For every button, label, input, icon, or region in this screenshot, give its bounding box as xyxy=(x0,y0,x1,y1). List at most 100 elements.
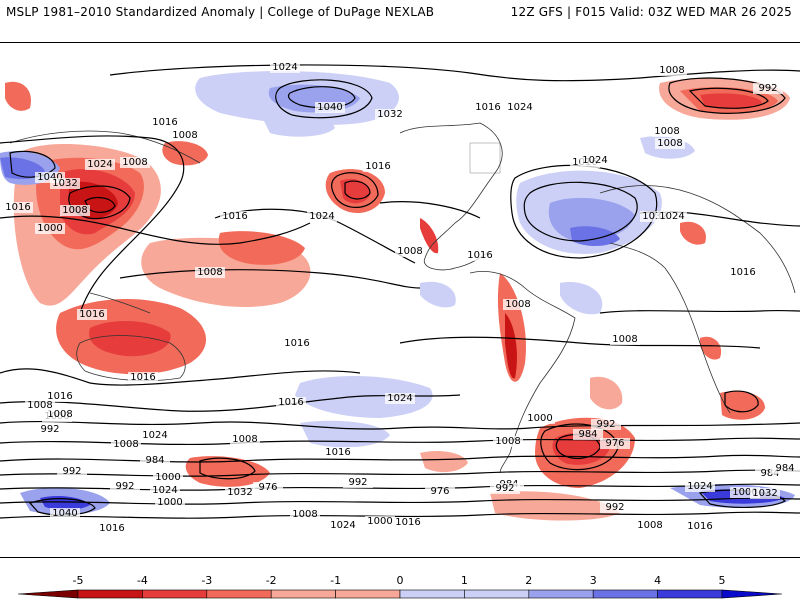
isobar-label: 976 xyxy=(605,438,624,449)
coastlines xyxy=(9,122,796,474)
isobar-label-bg xyxy=(365,516,395,527)
isobar-label-bg xyxy=(60,205,90,216)
colorbar-tick-label: -2 xyxy=(266,574,277,587)
isobar-label-bg xyxy=(150,485,180,496)
isobar-label: 992 xyxy=(596,419,615,430)
isobar-label-bg xyxy=(580,155,610,166)
isobar-label: 1024 xyxy=(272,62,297,73)
isobar-label-bg xyxy=(343,477,373,488)
isobar-label: 1016 xyxy=(475,102,500,113)
isobar-label: 1016 xyxy=(278,397,303,408)
isobar-label-bg xyxy=(150,117,180,128)
isobar-label-bg xyxy=(35,424,65,435)
isobar-label: 1000 xyxy=(155,472,180,483)
isobar-label: 1008 xyxy=(122,157,147,168)
isobar-label-bg xyxy=(323,447,353,458)
isobar-label-bg xyxy=(490,483,520,494)
isobar-label: 1016 xyxy=(222,211,247,222)
colorbar-tick-label: -4 xyxy=(137,574,148,587)
isobar-label-bg xyxy=(591,419,621,430)
colorbar-segment xyxy=(335,589,401,599)
isobar-label-bg xyxy=(640,211,670,222)
isobar-label-bg xyxy=(45,409,75,420)
colorbar: -5 -4 -3 -2 -1 0 1 2 3 4 5 xyxy=(0,570,800,600)
colorbar-tick-label: -3 xyxy=(201,574,212,587)
isobar-label: 992 xyxy=(348,477,367,488)
colorbar-tick-label: 0 xyxy=(397,574,404,587)
negative-anomaly-areas xyxy=(5,78,790,521)
isobar-label-bg xyxy=(730,487,760,498)
isobar-label-bg xyxy=(750,488,780,499)
isobar-label-bg xyxy=(610,334,640,345)
isobar-label: 1008 xyxy=(292,509,317,520)
isobar-label: 1008 xyxy=(397,246,422,257)
isobar-label-bg xyxy=(25,400,55,411)
isobar-label: 1000 xyxy=(157,497,182,508)
isobar-labels: 1024104010321016102410161008992101610081… xyxy=(3,62,800,534)
colorbar-segment xyxy=(464,589,530,599)
isobar-label: 1008 xyxy=(495,436,520,447)
isobar-label-bg xyxy=(770,463,800,474)
isobar-label-bg xyxy=(170,130,200,141)
isobar-label-bg xyxy=(140,455,170,466)
isobar-label-bg xyxy=(425,486,455,497)
isobar-label: 976 xyxy=(430,486,449,497)
isobar-label-bg xyxy=(290,509,320,520)
isobar-label-bg xyxy=(657,65,687,76)
isobar-label: 1008 xyxy=(47,409,72,420)
isobar-label-bg xyxy=(573,429,603,440)
isobar-label: 1024 xyxy=(87,159,112,170)
isobar-label-bg xyxy=(600,502,630,513)
isobar-label-bg xyxy=(111,439,141,450)
colorbar-segment xyxy=(528,589,594,599)
isobar-label: 1008 xyxy=(197,267,222,278)
colorbar-segment xyxy=(592,589,658,599)
isobar-label: 1008 xyxy=(659,65,684,76)
isobar-label: 1016 xyxy=(730,267,755,278)
isobar-label: 1008 xyxy=(637,520,662,531)
colorbar-segment xyxy=(399,589,465,599)
isobar-label-bg xyxy=(57,466,87,477)
isobar-label: 1016 xyxy=(395,517,420,528)
isobar-label-bg xyxy=(50,178,80,189)
isobar-label-bg xyxy=(315,102,345,113)
isobar-label: 1024 xyxy=(507,102,532,113)
colorbar-segment xyxy=(142,589,208,599)
isobar-label-bg xyxy=(363,161,393,172)
isobar-label-bg xyxy=(45,391,75,402)
colorbar-segment xyxy=(270,589,336,599)
isobar-label: 1032 xyxy=(642,211,667,222)
isobar-label: 1016 xyxy=(5,202,30,213)
isobar-label: 1032 xyxy=(752,488,777,499)
isobar-label-bg xyxy=(328,520,358,531)
isobar-label-bg xyxy=(473,102,503,113)
colorbar-left-arrow xyxy=(17,589,79,599)
colorbar-segment xyxy=(206,589,272,599)
isobar-label-bg xyxy=(635,520,665,531)
colorbar-tick-label: -5 xyxy=(73,574,84,587)
isobar-label-bg xyxy=(655,138,685,149)
colorbar-tick-label: 5 xyxy=(719,574,726,587)
isobar-label: 1024 xyxy=(309,211,334,222)
isobar-label: 1040 xyxy=(317,102,342,113)
isobar-label: 1032 xyxy=(377,109,402,120)
isobar-label-bg xyxy=(77,309,107,320)
isobar-label: 1000 xyxy=(367,516,392,527)
isobar-label-bg xyxy=(35,223,65,234)
colorbar-tick-label: 3 xyxy=(590,574,597,587)
isobar-label: 1008 xyxy=(62,205,87,216)
colorbar-segment xyxy=(657,589,723,599)
isobar-label: 984 xyxy=(145,455,164,466)
header-right-title: 12Z GFS | F015 Valid: 03Z WED MAR 26 202… xyxy=(510,5,792,19)
isobar-label: 976 xyxy=(258,482,277,493)
isobar-label: 992 xyxy=(605,502,624,513)
isobar-label: 1016 xyxy=(687,521,712,532)
colorbar-segment xyxy=(77,589,143,599)
isobar-label-bg xyxy=(505,102,535,113)
isobar-label: 984 xyxy=(578,429,597,440)
isobar-label: 1016 xyxy=(325,447,350,458)
isobar-label: 1040 xyxy=(37,172,62,183)
isobar-label-bg xyxy=(493,436,523,447)
isobar-label: 1000 xyxy=(37,223,62,234)
isobar-label: 1016 xyxy=(47,391,72,402)
